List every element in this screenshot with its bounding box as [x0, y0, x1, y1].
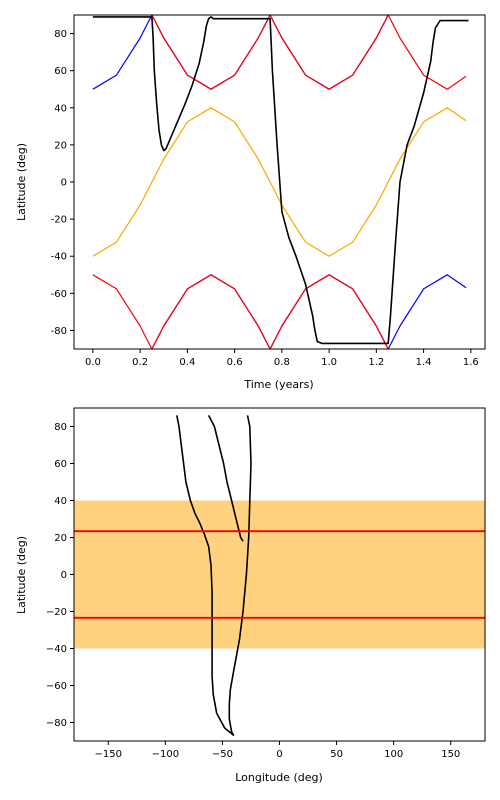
chart1-xtick-label: 0.8 — [274, 357, 290, 368]
chart2-xtick-label: 100 — [384, 749, 403, 760]
chart1-series-1 — [92, 15, 389, 90]
chart2-xtick-label: −50 — [212, 749, 233, 760]
chart2-series-2 — [207, 415, 244, 542]
chart1-ticks: 0.0 0.2 0.4 0.6 0.8 1.0 1.2 1.4 1.6 -80 -60 -40 -20 0… — [51, 29, 479, 368]
latitude-vs-longitude-chart: −150 −100 −50 0 50 100 150 −80 −60 −40 −20 0 20 40 60 8… — [15, 407, 486, 784]
chart1-ytick-label: 80 — [54, 29, 67, 40]
chart2-xtick-label: 0 — [276, 749, 282, 760]
chart1-ytick-label: 60 — [54, 66, 67, 77]
chart1-xtick-label: 0.0 — [85, 357, 101, 368]
chart1-series-4 — [92, 274, 389, 349]
chart1-ytick-label: -40 — [51, 252, 67, 263]
chart2-ticks: −150 −100 −50 0 50 100 150 −80 −60 −40 −20 0 20 40 60 8… — [46, 422, 460, 760]
chart2-ytick-label: −60 — [46, 681, 67, 692]
chart2-xtick-label: −100 — [152, 749, 179, 760]
chart2-ytick-label: 20 — [54, 533, 67, 544]
chart1-ytick-label: 20 — [54, 140, 67, 151]
chart2-series-1 — [176, 415, 235, 737]
chart1-xtick-label: 1.6 — [463, 357, 479, 368]
chart2-xlabel: Longitude (deg) — [235, 771, 323, 784]
chart1-series-2 — [151, 274, 467, 349]
chart1-ytick-label: 0 — [61, 178, 67, 189]
chart1-ytick-label: -80 — [51, 326, 67, 337]
chart1-ytick-label: -60 — [51, 289, 67, 300]
chart1-xtick-label: 1.4 — [416, 357, 432, 368]
chart2-xtick-label: 150 — [441, 749, 460, 760]
chart2-ytick-label: −20 — [46, 607, 67, 618]
chart1-series-5 — [92, 16, 469, 345]
chart2-xtick-label: −150 — [95, 749, 122, 760]
chart1-xlabel: Time (years) — [243, 378, 313, 391]
chart2-xtick-label: 50 — [330, 749, 343, 760]
habitable-band — [74, 500, 485, 649]
chart2-plot-area — [74, 415, 485, 737]
chart2-ylabel: Latitude (deg) — [15, 536, 28, 614]
chart2-ytick-label: 0 — [61, 570, 67, 581]
chart1-ytick-label: -20 — [51, 215, 67, 226]
chart1-xtick-label: 0.4 — [179, 357, 195, 368]
chart2-ytick-label: −40 — [46, 644, 67, 655]
chart1-ytick-label: 40 — [54, 103, 67, 114]
chart1-series-3 — [151, 15, 467, 90]
chart1-xtick-label: 0.6 — [227, 357, 243, 368]
chart2-ytick-label: 60 — [54, 459, 67, 470]
chart1-ylabel: Latitude (deg) — [15, 143, 28, 221]
chart2-ytick-label: 80 — [54, 422, 67, 433]
chart1-xtick-label: 1.2 — [368, 357, 384, 368]
chart2-ytick-label: −80 — [46, 718, 67, 729]
chart1-xtick-label: 1.0 — [321, 357, 337, 368]
latitude-vs-time-chart: 0.0 0.2 0.4 0.6 0.8 1.0 1.2 1.4 1.6 -80 -60 -40 -20 0… — [15, 14, 486, 391]
chart1-xtick-label: 0.2 — [132, 357, 148, 368]
chart1-plot-area — [92, 15, 469, 349]
chart2-ytick-label: 40 — [54, 496, 67, 507]
chart2-series-0 — [228, 415, 252, 736]
